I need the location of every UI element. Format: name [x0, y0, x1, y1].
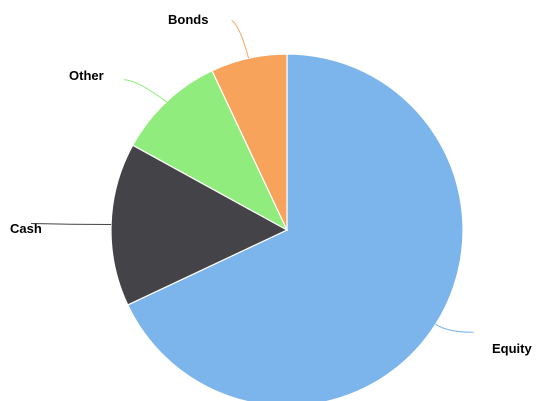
pie-slices [110, 53, 464, 401]
leader-line-other [123, 79, 167, 103]
label-bonds: Bonds [168, 12, 208, 27]
leader-line-equity [435, 323, 474, 333]
label-connectors [31, 19, 474, 333]
leader-line-cash [31, 222, 112, 225]
pie-slice-bonds[interactable] [211, 53, 288, 231]
data-labels: Equity Cash Other Bonds [10, 12, 532, 356]
leader-line-bonds [231, 19, 250, 59]
pie-slice-other[interactable] [131, 69, 289, 232]
label-other: Other [69, 68, 104, 83]
pie-slice-equity[interactable] [126, 53, 464, 401]
label-equity: Equity [492, 341, 532, 356]
label-cash: Cash [10, 221, 42, 236]
